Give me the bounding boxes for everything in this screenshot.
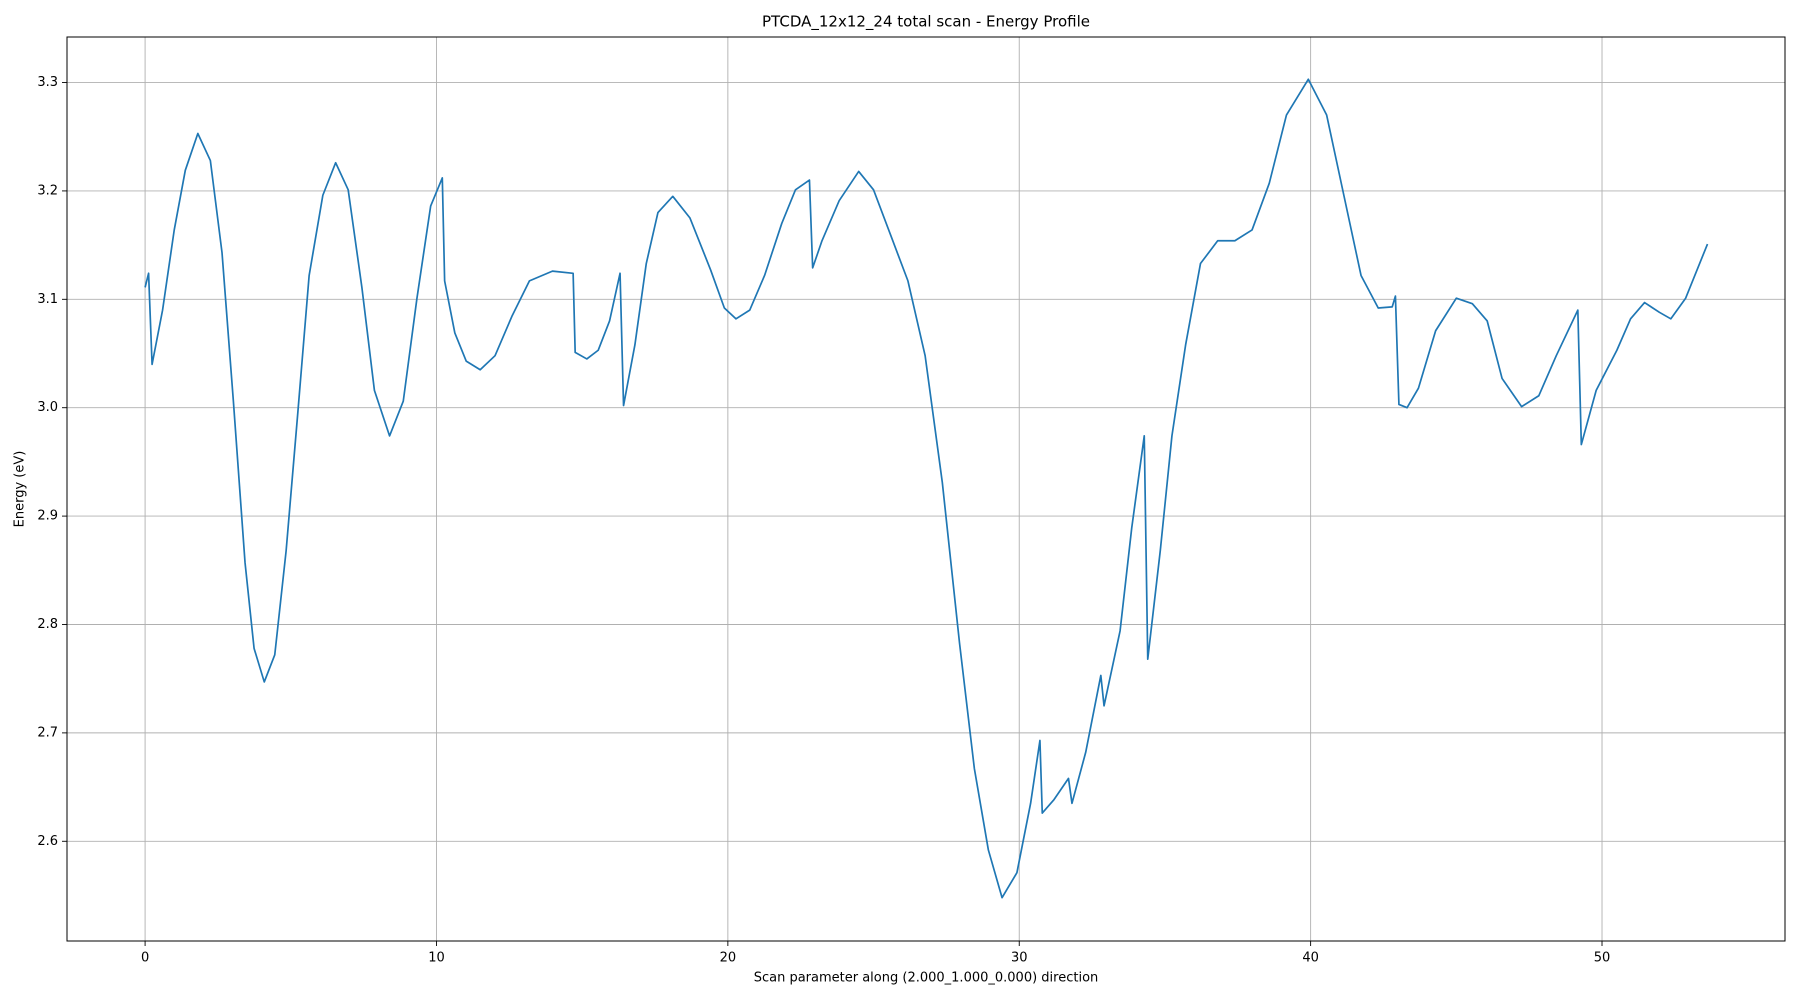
y-tick-label: 2.9 — [37, 509, 58, 524]
y-tick-label: 3.1 — [37, 292, 58, 307]
y-tick-label: 3.3 — [37, 75, 58, 90]
x-tick-label: 30 — [1011, 951, 1028, 966]
y-axis-label: Energy (eV) — [13, 451, 28, 528]
x-tick-label: 20 — [720, 951, 737, 966]
y-tick-label: 2.6 — [37, 834, 58, 849]
line-series — [144, 78, 1709, 899]
y-tick-label: 3.0 — [37, 400, 58, 415]
plot-frame — [66, 36, 1786, 942]
x-tick-label: 0 — [141, 951, 149, 966]
y-tick-label: 2.7 — [37, 725, 58, 740]
x-axis-label: Scan parameter along (2.000_1.000_0.000)… — [754, 971, 1099, 986]
y-tick-label: 3.2 — [37, 183, 58, 198]
x-tick-label: 10 — [428, 951, 445, 966]
chart-title: PTCDA_12x12_24 total scan - Energy Profi… — [762, 13, 1090, 32]
y-tick-label: 2.8 — [37, 617, 58, 632]
x-tick-label: 50 — [1594, 951, 1611, 966]
x-tick-label: 40 — [1302, 951, 1319, 966]
